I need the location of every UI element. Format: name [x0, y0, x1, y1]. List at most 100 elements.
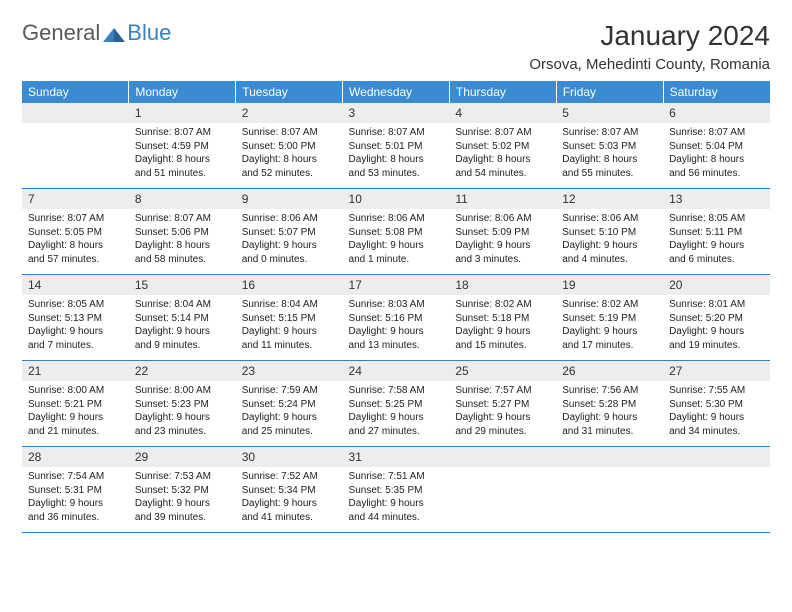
day-line: and 36 minutes. — [28, 511, 123, 525]
day-content: Sunrise: 7:53 AMSunset: 5:32 PMDaylight:… — [129, 467, 236, 532]
day-cell: 19Sunrise: 8:02 AMSunset: 5:19 PMDayligh… — [556, 275, 663, 361]
day-line: and 44 minutes. — [349, 511, 444, 525]
day-line: Sunrise: 8:05 AM — [28, 298, 123, 312]
day-content: Sunrise: 7:56 AMSunset: 5:28 PMDaylight:… — [556, 381, 663, 446]
day-line: Sunset: 5:28 PM — [562, 398, 657, 412]
day-line: Sunrise: 8:07 AM — [28, 212, 123, 226]
day-content: Sunrise: 8:04 AMSunset: 5:14 PMDaylight:… — [129, 295, 236, 360]
day-cell: 26Sunrise: 7:56 AMSunset: 5:28 PMDayligh… — [556, 361, 663, 447]
day-line: Daylight: 9 hours — [242, 325, 337, 339]
day-cell: 6Sunrise: 8:07 AMSunset: 5:04 PMDaylight… — [663, 103, 770, 189]
day-line: and 0 minutes. — [242, 253, 337, 267]
day-line: and 25 minutes. — [242, 425, 337, 439]
day-line: and 7 minutes. — [28, 339, 123, 353]
day-header: Friday — [556, 81, 663, 103]
day-line: Sunrise: 8:02 AM — [562, 298, 657, 312]
day-line: Sunrise: 8:07 AM — [135, 126, 230, 140]
day-line: Daylight: 8 hours — [455, 153, 550, 167]
day-number — [22, 103, 129, 123]
day-number: 9 — [236, 189, 343, 209]
day-content: Sunrise: 8:06 AMSunset: 5:09 PMDaylight:… — [449, 209, 556, 274]
day-line: Sunrise: 8:06 AM — [242, 212, 337, 226]
day-line: and 3 minutes. — [455, 253, 550, 267]
day-line: and 15 minutes. — [455, 339, 550, 353]
day-number: 12 — [556, 189, 663, 209]
day-cell: 4Sunrise: 8:07 AMSunset: 5:02 PMDaylight… — [449, 103, 556, 189]
day-cell — [449, 447, 556, 533]
day-header: Wednesday — [343, 81, 450, 103]
day-number: 5 — [556, 103, 663, 123]
day-line: Sunset: 5:25 PM — [349, 398, 444, 412]
day-content: Sunrise: 8:02 AMSunset: 5:19 PMDaylight:… — [556, 295, 663, 360]
day-line: Daylight: 9 hours — [135, 411, 230, 425]
day-line: Sunrise: 8:02 AM — [455, 298, 550, 312]
day-content: Sunrise: 8:07 AMSunset: 5:04 PMDaylight:… — [663, 123, 770, 188]
day-line: Sunrise: 8:03 AM — [349, 298, 444, 312]
calendar-body: 1Sunrise: 8:07 AMSunset: 4:59 PMDaylight… — [22, 103, 770, 533]
day-cell: 8Sunrise: 8:07 AMSunset: 5:06 PMDaylight… — [129, 189, 236, 275]
day-line: and 4 minutes. — [562, 253, 657, 267]
day-line: Sunrise: 7:51 AM — [349, 470, 444, 484]
day-content — [22, 123, 129, 183]
day-content: Sunrise: 8:05 AMSunset: 5:13 PMDaylight:… — [22, 295, 129, 360]
week-row: 14Sunrise: 8:05 AMSunset: 5:13 PMDayligh… — [22, 275, 770, 361]
day-number — [663, 447, 770, 467]
day-content: Sunrise: 8:03 AMSunset: 5:16 PMDaylight:… — [343, 295, 450, 360]
day-line: Sunrise: 7:58 AM — [349, 384, 444, 398]
day-line: Daylight: 9 hours — [349, 497, 444, 511]
day-cell: 22Sunrise: 8:00 AMSunset: 5:23 PMDayligh… — [129, 361, 236, 447]
day-line: and 54 minutes. — [455, 167, 550, 181]
day-content: Sunrise: 8:07 AMSunset: 5:05 PMDaylight:… — [22, 209, 129, 274]
day-line: Daylight: 9 hours — [349, 411, 444, 425]
day-line: Sunrise: 8:00 AM — [135, 384, 230, 398]
day-line: Daylight: 9 hours — [669, 239, 764, 253]
day-number: 24 — [343, 361, 450, 381]
day-header: Tuesday — [236, 81, 343, 103]
day-line: Daylight: 8 hours — [242, 153, 337, 167]
day-header: Sunday — [22, 81, 129, 103]
day-cell — [556, 447, 663, 533]
logo-text-main: General — [22, 20, 100, 46]
day-number: 1 — [129, 103, 236, 123]
day-line: Daylight: 9 hours — [242, 497, 337, 511]
day-content: Sunrise: 8:07 AMSunset: 5:02 PMDaylight:… — [449, 123, 556, 188]
day-line: Sunrise: 8:07 AM — [669, 126, 764, 140]
day-number: 13 — [663, 189, 770, 209]
day-line: Sunrise: 8:04 AM — [242, 298, 337, 312]
day-number — [449, 447, 556, 467]
day-number: 7 — [22, 189, 129, 209]
day-number: 20 — [663, 275, 770, 295]
day-line: and 31 minutes. — [562, 425, 657, 439]
day-content: Sunrise: 8:02 AMSunset: 5:18 PMDaylight:… — [449, 295, 556, 360]
day-number: 28 — [22, 447, 129, 467]
day-line: and 34 minutes. — [669, 425, 764, 439]
calendar-table: SundayMondayTuesdayWednesdayThursdayFrid… — [22, 81, 770, 533]
day-content — [556, 467, 663, 527]
day-line: and 29 minutes. — [455, 425, 550, 439]
day-line: Sunset: 5:34 PM — [242, 484, 337, 498]
day-cell: 23Sunrise: 7:59 AMSunset: 5:24 PMDayligh… — [236, 361, 343, 447]
day-line: and 55 minutes. — [562, 167, 657, 181]
day-content: Sunrise: 8:00 AMSunset: 5:23 PMDaylight:… — [129, 381, 236, 446]
day-number: 19 — [556, 275, 663, 295]
day-cell: 30Sunrise: 7:52 AMSunset: 5:34 PMDayligh… — [236, 447, 343, 533]
day-line: and 41 minutes. — [242, 511, 337, 525]
header: General Blue January 2024 Orsova, Mehedi… — [22, 20, 770, 73]
day-line: Sunset: 5:13 PM — [28, 312, 123, 326]
day-content: Sunrise: 8:06 AMSunset: 5:07 PMDaylight:… — [236, 209, 343, 274]
day-content: Sunrise: 7:57 AMSunset: 5:27 PMDaylight:… — [449, 381, 556, 446]
day-line: Sunrise: 8:07 AM — [242, 126, 337, 140]
day-cell — [22, 103, 129, 189]
day-content: Sunrise: 7:52 AMSunset: 5:34 PMDaylight:… — [236, 467, 343, 532]
day-number: 8 — [129, 189, 236, 209]
day-content: Sunrise: 8:06 AMSunset: 5:08 PMDaylight:… — [343, 209, 450, 274]
day-number: 11 — [449, 189, 556, 209]
day-content: Sunrise: 7:58 AMSunset: 5:25 PMDaylight:… — [343, 381, 450, 446]
day-line: Daylight: 9 hours — [349, 325, 444, 339]
day-line: and 39 minutes. — [135, 511, 230, 525]
day-content: Sunrise: 8:01 AMSunset: 5:20 PMDaylight:… — [663, 295, 770, 360]
day-line: Daylight: 8 hours — [562, 153, 657, 167]
day-line: and 56 minutes. — [669, 167, 764, 181]
day-line: and 1 minute. — [349, 253, 444, 267]
day-cell: 14Sunrise: 8:05 AMSunset: 5:13 PMDayligh… — [22, 275, 129, 361]
